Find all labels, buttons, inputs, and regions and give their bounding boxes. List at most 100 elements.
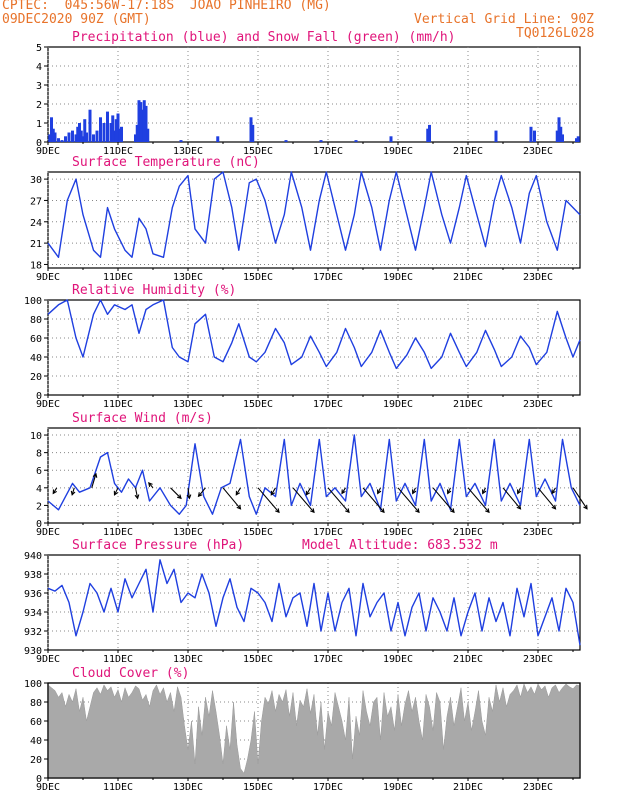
temp-xtick-label: 9DEC — [36, 272, 60, 283]
wind-ytick-label: 2 — [36, 501, 42, 512]
wind-arrow — [71, 487, 75, 495]
grid-line-note: Vertical Grid Line: 90Z — [414, 12, 595, 27]
precip-xtick-label: 9DEC — [36, 146, 60, 157]
precip-bar — [92, 134, 95, 142]
precip-bar — [83, 119, 87, 142]
precip-bar — [319, 140, 323, 142]
pressure-frame — [47, 554, 581, 651]
wind-arrow-head — [380, 508, 385, 514]
temp-line — [47, 171, 581, 258]
wind-arrow-head — [450, 508, 455, 514]
rh-xtick-label: 15DEC — [243, 399, 273, 410]
precip-xtick-label: 11DEC — [103, 146, 133, 157]
precip-bar — [111, 115, 115, 142]
wind-arrow-head — [482, 489, 487, 495]
precip-bar — [114, 119, 118, 142]
wind-arrow — [432, 487, 455, 513]
precip-bar — [76, 126, 80, 142]
wind-arrow-head — [275, 508, 280, 514]
temp-xtick-label: 13DEC — [173, 272, 203, 283]
wind-arrow — [235, 487, 241, 496]
precip-bar — [53, 132, 57, 142]
precip-bar — [64, 136, 67, 142]
wind-arrow-head — [70, 490, 76, 496]
wind-ytick-label: 10 — [30, 431, 42, 442]
temp-xtick-label: 19DEC — [383, 272, 413, 283]
precip-ytick-label: 3 — [36, 81, 42, 92]
pressure-annotation: Model Altitude: 683.532 m — [302, 538, 498, 553]
cloud-cover-area — [47, 683, 581, 779]
rh-title: Relative Humidity (%) — [72, 283, 236, 298]
wind-ytick-label: 4 — [36, 484, 42, 495]
precip-bar — [50, 117, 53, 142]
wind-arrow-head — [113, 490, 119, 496]
precip-bar — [106, 111, 109, 142]
cloud-ytick-label: 60 — [30, 717, 42, 728]
pressure-xtick-label: 11DEC — [103, 654, 133, 665]
precip-bar — [137, 100, 141, 142]
wind-arrow-head — [583, 504, 588, 510]
precip-bar — [135, 124, 139, 142]
wind-arrow-head — [310, 508, 315, 514]
rh-xtick-label: 9DEC — [36, 399, 60, 410]
precip-bar — [85, 132, 88, 142]
precip-bar — [60, 140, 64, 142]
wind-xtick-label: 21DEC — [453, 527, 483, 538]
wind-arrow — [537, 487, 556, 510]
precip-bar — [78, 123, 81, 142]
wind-arrow-head — [412, 489, 417, 495]
rh-xtick-label: 23DEC — [523, 399, 553, 410]
precip-bar — [120, 126, 123, 142]
precip-xtick-label: 23DEC — [523, 146, 553, 157]
wind-xtick-label: 17DEC — [313, 527, 343, 538]
pressure-title: Surface Pressure (hPa) — [72, 538, 244, 553]
precip-bar — [116, 113, 120, 142]
wind-arrow-head — [134, 494, 140, 500]
precip-bar — [561, 134, 564, 142]
model-code: TQ0126L028 — [516, 26, 595, 41]
precip-bar — [57, 138, 60, 142]
precip-bar — [146, 128, 150, 142]
precip-bar — [575, 138, 578, 142]
precip-bar — [533, 130, 536, 142]
wind-arrow-head — [236, 504, 242, 510]
precip-panel — [44, 46, 581, 145]
pressure-xtick-label: 15DEC — [243, 654, 273, 665]
station-header: CPTEC: 045:56W-17:18S JOAO PINHEIRO (MG) — [2, 0, 331, 13]
pressure-xtick-label: 23DEC — [523, 654, 553, 665]
pressure-xtick-label: 9DEC — [36, 654, 60, 665]
precip-bar — [216, 136, 220, 142]
rh-ytick-label: 20 — [30, 372, 42, 383]
wind-arrow-head — [551, 504, 557, 510]
precip-bar — [95, 130, 99, 142]
precip-bar — [88, 109, 92, 142]
precip-xtick-label: 21DEC — [453, 146, 483, 157]
pressure-panel — [44, 554, 581, 653]
cloud-xtick-label: 15DEC — [243, 782, 273, 793]
precip-xtick-label: 19DEC — [383, 146, 413, 157]
wind-arrow — [198, 487, 206, 497]
cloud-xtick-label: 19DEC — [383, 782, 413, 793]
pressure-xtick-label: 17DEC — [313, 654, 343, 665]
wind-ytick-label: 8 — [36, 449, 42, 460]
wind-arrow-head — [415, 508, 420, 514]
precip-bar — [79, 130, 83, 142]
temp-ytick-label: 21 — [30, 239, 42, 250]
cloud-ytick-label: 100 — [24, 679, 42, 690]
cloud-frame-top — [47, 682, 581, 779]
pressure-xtick-label: 19DEC — [383, 654, 413, 665]
precip-bar — [559, 126, 563, 142]
precip-bar — [251, 124, 255, 142]
precip-bar — [71, 130, 74, 142]
temp-ytick-label: 30 — [30, 175, 42, 186]
precip-bar — [428, 124, 431, 142]
wind-arrow — [397, 487, 420, 513]
precip-bar — [109, 123, 113, 142]
rh-ytick-label: 60 — [30, 334, 42, 345]
wind-arrow-head — [517, 489, 522, 495]
temp-xtick-label: 17DEC — [313, 272, 343, 283]
temp-xtick-label: 11DEC — [103, 272, 133, 283]
wind-arrow — [572, 487, 588, 510]
precip-bar — [142, 100, 146, 142]
rh-xtick-label: 21DEC — [453, 399, 483, 410]
